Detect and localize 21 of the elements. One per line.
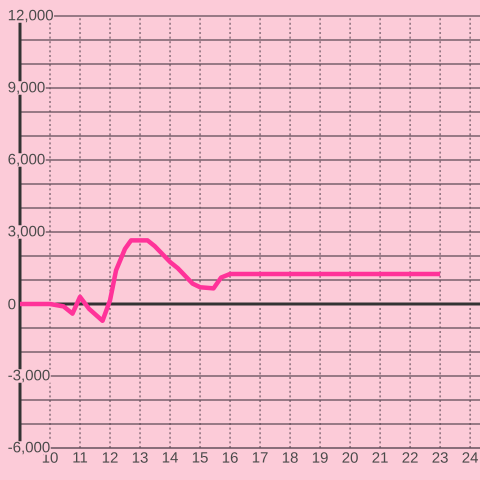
y-tick-label: -6,000 [8, 442, 50, 454]
x-tick-label: 13 [132, 452, 148, 463]
x-tick-label: 23 [432, 452, 448, 463]
y-tick-label: 12,000 [8, 10, 53, 22]
x-tick-label: 11 [73, 452, 88, 463]
x-tick-label: 17 [252, 452, 268, 463]
x-tick-label: 14 [162, 452, 178, 463]
y-tick-label: -3,000 [8, 370, 50, 382]
x-tick-label: 24 [462, 452, 478, 463]
x-tick-label: 19 [312, 452, 328, 463]
x-tick-label: 18 [282, 452, 298, 463]
x-tick-label: 22 [402, 452, 418, 463]
x-tick-label: 15 [192, 452, 208, 463]
x-tick-label: 12 [102, 452, 118, 463]
x-tick-label: 20 [342, 452, 358, 463]
y-tick-label: 9,000 [8, 82, 45, 94]
y-tick-label: 0 [8, 298, 16, 310]
x-tick-label: 16 [222, 452, 238, 463]
x-tick-label: 21 [372, 452, 388, 463]
y-tick-label: 3,000 [8, 226, 45, 238]
y-tick-label: 6,000 [8, 154, 45, 166]
